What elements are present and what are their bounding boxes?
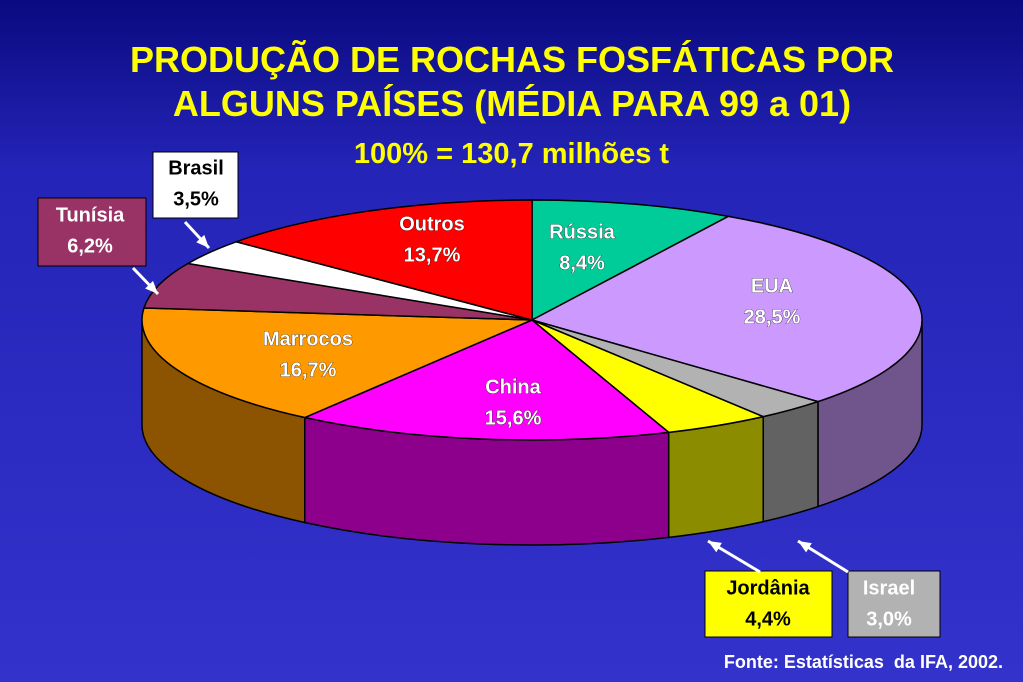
- arrow-head: [798, 541, 812, 553]
- slice-label: Outros: [399, 213, 465, 235]
- slice-label: EUA: [751, 275, 793, 297]
- value-label: 3,0%: [866, 608, 912, 630]
- slice-label: Jordânia: [726, 577, 810, 599]
- slice: [302, 319, 671, 441]
- slice-label: Brasil: [168, 157, 224, 179]
- value-label: 15,6%: [485, 407, 542, 429]
- label-box: [37, 197, 147, 267]
- slice: [142, 262, 533, 321]
- slice-label: Marrocos: [263, 328, 353, 350]
- value-label: 8,4%: [559, 252, 605, 274]
- slice-label: China: [485, 376, 541, 398]
- slice-label: Tunísia: [56, 204, 125, 226]
- value-label: 3,5%: [173, 188, 219, 210]
- label-box: [704, 570, 833, 638]
- slice: [233, 199, 533, 321]
- slice: [529, 215, 923, 403]
- value-label: 13,7%: [404, 244, 461, 266]
- arrow-head: [145, 280, 158, 294]
- value-label: 4,4%: [745, 608, 791, 630]
- label-box: [847, 570, 941, 638]
- value-label: 6,2%: [67, 235, 113, 257]
- arrow-head: [708, 541, 722, 553]
- slice: [141, 307, 533, 419]
- chart-title: PRODUÇÃO DE ROCHAS FOSFÁTICAS POR ALGUNS…: [129, 39, 895, 124]
- chart-subtitle: 100% = 130,7 milhões t: [353, 138, 670, 170]
- value-label: 28,5%: [744, 306, 801, 328]
- slice-label: Rússia: [549, 221, 615, 243]
- slice-label: Israel: [863, 577, 915, 599]
- slice: [531, 199, 731, 322]
- slice-side: [762, 400, 819, 523]
- source-note: Fonte: Estatísticas da IFA, 2002.: [723, 652, 1003, 672]
- arrow-head: [196, 234, 209, 248]
- slice-side: [667, 415, 764, 539]
- value-label: 16,7%: [280, 359, 337, 381]
- label-box: [152, 151, 239, 219]
